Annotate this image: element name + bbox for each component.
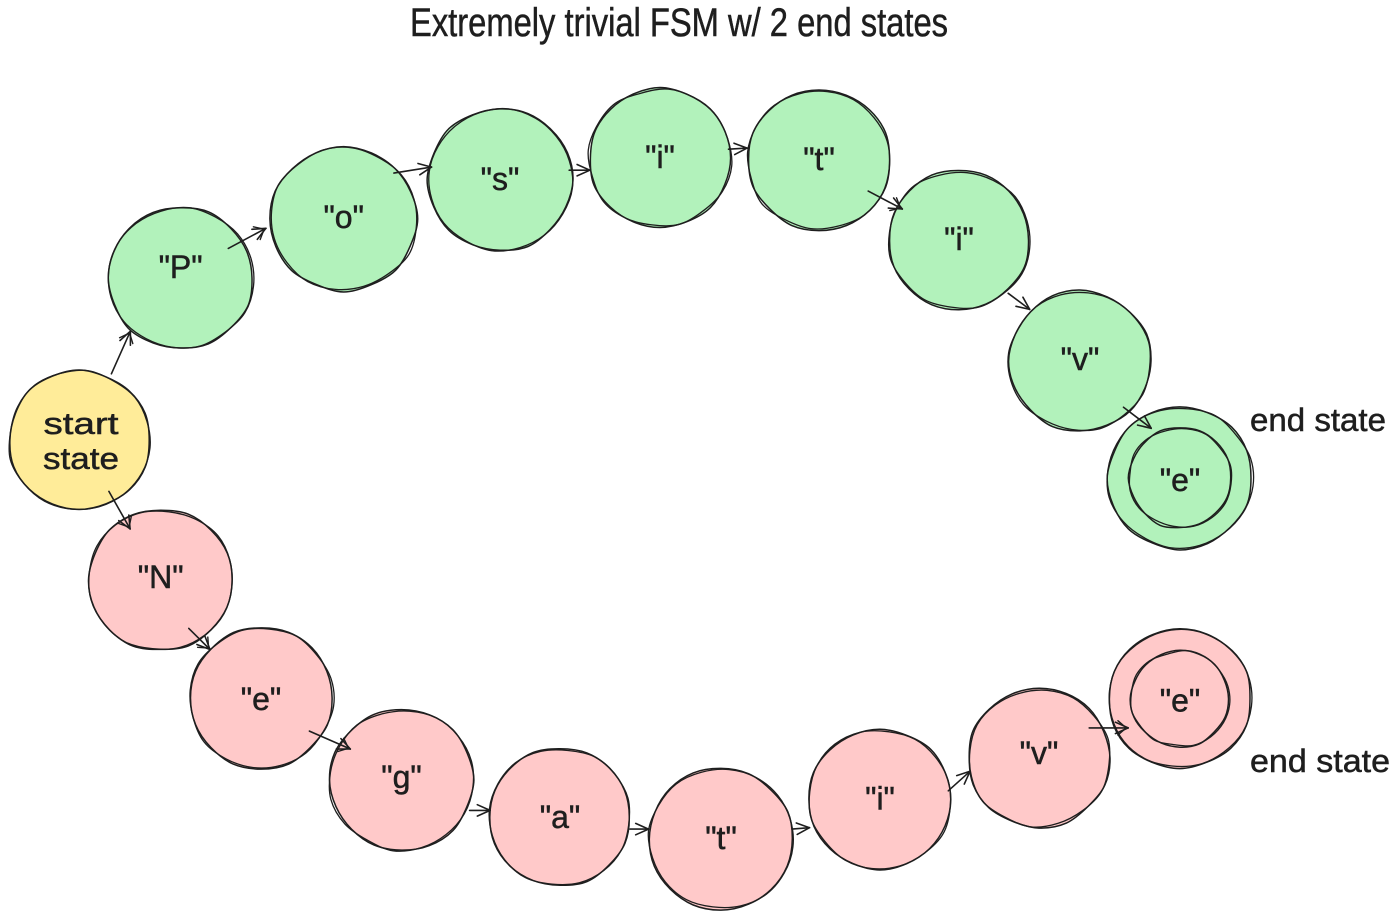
svg-text:start: start xyxy=(44,406,119,441)
svg-text:end state: end state xyxy=(1250,743,1390,779)
svg-text:"P": "P" xyxy=(159,249,203,285)
svg-text:"N": "N" xyxy=(138,559,184,595)
svg-text:"t": "t" xyxy=(803,141,835,177)
svg-text:"i": "i" xyxy=(865,781,895,817)
svg-text:"v": "v" xyxy=(1061,341,1100,377)
svg-text:Extremely trivial FSM w/ 2 end: Extremely trivial FSM w/ 2 end states xyxy=(410,1,948,45)
svg-text:"e": "e" xyxy=(1160,462,1201,498)
svg-text:"s": "s" xyxy=(481,161,520,197)
svg-text:"a": "a" xyxy=(540,799,581,835)
svg-text:"o": "o" xyxy=(323,199,364,235)
svg-text:state: state xyxy=(43,441,119,476)
svg-text:"i": "i" xyxy=(645,139,675,175)
svg-text:"e": "e" xyxy=(241,681,282,717)
svg-text:"i": "i" xyxy=(944,221,974,257)
svg-text:end state: end state xyxy=(1250,402,1386,438)
svg-text:"v": "v" xyxy=(1020,735,1059,771)
svg-text:"e": "e" xyxy=(1160,683,1201,719)
svg-text:"g": "g" xyxy=(381,759,422,795)
svg-text:"t": "t" xyxy=(705,820,737,856)
